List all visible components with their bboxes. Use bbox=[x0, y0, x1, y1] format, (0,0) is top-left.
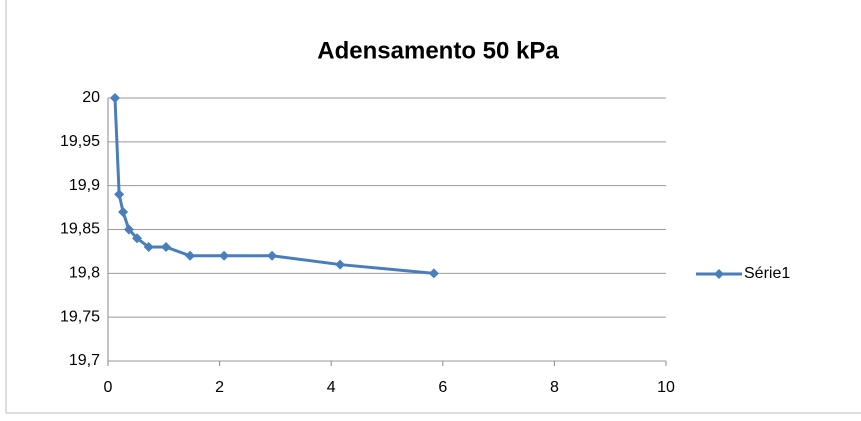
y-tick-label: 19,7 bbox=[69, 352, 100, 369]
data-point bbox=[335, 259, 346, 270]
y-tick-label: 19,8 bbox=[69, 265, 100, 282]
data-point bbox=[114, 189, 125, 200]
data-point bbox=[123, 224, 134, 235]
data-point bbox=[143, 242, 154, 253]
x-tick-label: 2 bbox=[215, 379, 224, 396]
data-point bbox=[161, 242, 172, 253]
chart-title: Adensamento 50 kPa bbox=[317, 37, 559, 64]
x-tick-label: 10 bbox=[657, 379, 675, 396]
y-tick-label: 19,75 bbox=[60, 308, 100, 325]
data-point bbox=[267, 250, 278, 261]
y-tick-label: 19,9 bbox=[69, 177, 100, 194]
data-point bbox=[118, 206, 129, 217]
data-point bbox=[109, 93, 120, 103]
legend-label: Série1 bbox=[744, 265, 790, 282]
y-tick-label: 19,95 bbox=[60, 133, 100, 150]
data-point bbox=[428, 268, 439, 279]
y-tick-label: 20 bbox=[82, 89, 100, 106]
data-point bbox=[185, 250, 196, 261]
y-tick-label: 19,85 bbox=[60, 221, 100, 238]
chart-border bbox=[5, 0, 861, 414]
data-point bbox=[132, 233, 143, 244]
x-tick-label: 0 bbox=[104, 379, 113, 396]
legend-marker bbox=[714, 269, 724, 279]
x-tick-label: 6 bbox=[438, 379, 447, 396]
data-point bbox=[219, 250, 230, 261]
x-tick-label: 8 bbox=[550, 379, 559, 396]
x-tick-label: 4 bbox=[327, 379, 336, 396]
